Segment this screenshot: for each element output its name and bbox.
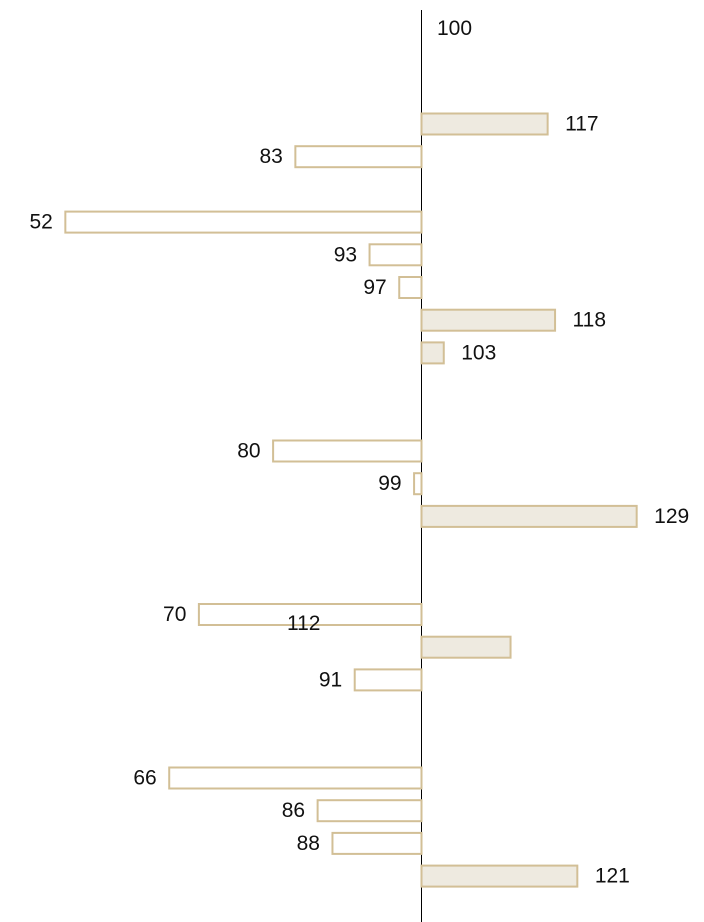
bar-99 <box>413 472 423 496</box>
bar-value-label-118: 118 <box>573 309 606 332</box>
bar-121 <box>420 864 579 888</box>
bar-value-label-97: 97 <box>363 276 386 299</box>
bar-value-label-70: 70 <box>163 603 186 626</box>
bar-value-label-91: 91 <box>319 668 342 691</box>
bar-value-label-88: 88 <box>297 832 320 855</box>
bar-value-label-103: 103 <box>461 341 496 364</box>
bar-value-label-99: 99 <box>378 472 401 495</box>
bar-91 <box>353 668 423 692</box>
baseline-label: 100 <box>437 17 472 40</box>
bar-86 <box>316 799 423 823</box>
bar-129 <box>420 504 638 528</box>
bar-value-label-66: 66 <box>133 767 156 790</box>
bar-66 <box>168 766 423 790</box>
bar-103 <box>420 341 445 365</box>
bar-value-label-83: 83 <box>260 145 283 168</box>
bar-83 <box>294 145 423 169</box>
bar-52 <box>64 210 423 234</box>
bar-value-label-80: 80 <box>237 440 260 463</box>
bar-70 <box>197 603 423 626</box>
bar-value-label-129: 129 <box>654 505 689 528</box>
bar-value-label-117: 117 <box>565 113 598 136</box>
bar-value-label-86: 86 <box>282 799 305 822</box>
bar-value-label-52: 52 <box>29 211 52 234</box>
bar-value-label-93: 93 <box>334 243 357 266</box>
bar-88 <box>331 831 423 855</box>
bar-112 <box>420 635 512 659</box>
bar-value-label-121: 121 <box>595 865 630 888</box>
bar-93 <box>368 243 423 267</box>
bar-value-label-112: 112 <box>287 612 320 635</box>
bar-118 <box>420 308 557 332</box>
bar-80 <box>272 439 423 463</box>
bar-117 <box>420 112 549 136</box>
bar-97 <box>398 276 423 299</box>
